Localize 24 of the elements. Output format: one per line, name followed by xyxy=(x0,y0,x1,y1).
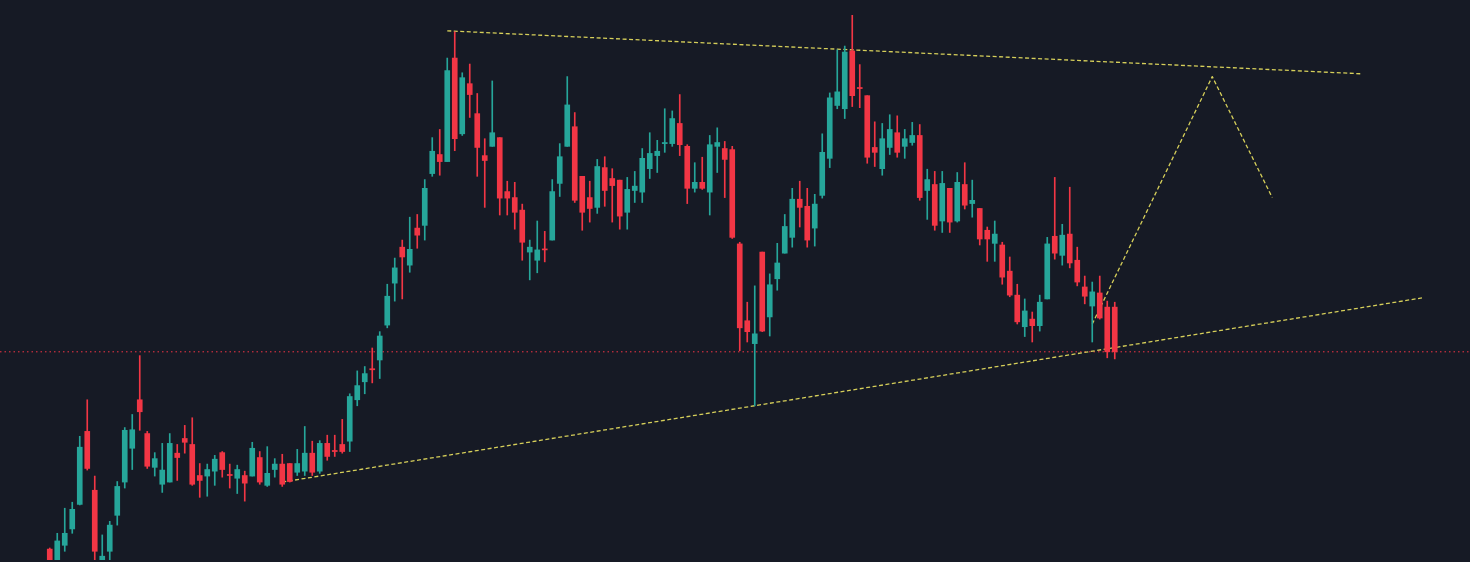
candlestick xyxy=(481,138,488,208)
candlestick xyxy=(226,463,233,489)
candlestick xyxy=(99,534,106,560)
candlestick xyxy=(1029,311,1036,343)
candlestick xyxy=(691,162,698,193)
candlestick xyxy=(414,214,421,249)
candlestick xyxy=(699,156,706,190)
candlestick xyxy=(1051,177,1058,260)
candlestick xyxy=(399,239,406,300)
candlestick xyxy=(174,444,181,481)
candlestick xyxy=(871,121,878,167)
candlestick xyxy=(969,179,976,218)
candlestick xyxy=(991,220,998,262)
candlestick xyxy=(181,425,188,454)
candlestick xyxy=(489,80,496,147)
candlestick xyxy=(856,64,863,108)
candlestick xyxy=(466,63,473,118)
candlestick xyxy=(436,129,443,176)
candlestick xyxy=(196,463,203,498)
candlestick xyxy=(204,463,211,497)
candlestick xyxy=(1089,281,1096,343)
candlestick xyxy=(136,355,143,431)
candlestick xyxy=(924,168,931,220)
candlestick xyxy=(751,285,758,407)
